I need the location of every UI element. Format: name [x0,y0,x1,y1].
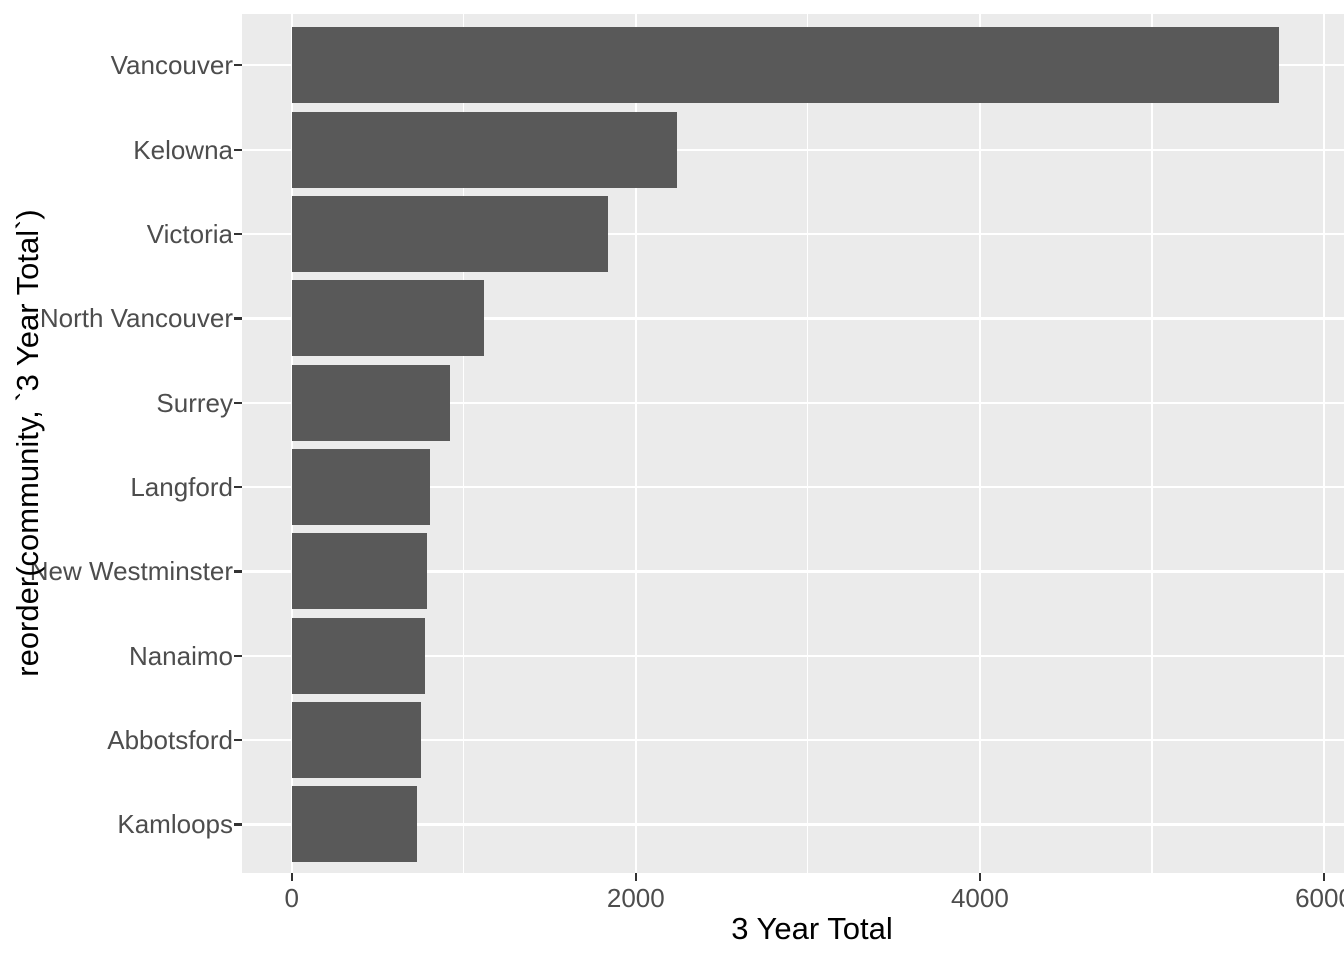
gridline-major-y [242,401,1344,404]
bar-langford [291,449,431,526]
x-tick-label: 2000 [606,883,665,913]
y-tick-label: Surrey [156,387,233,418]
x-tick-mark [1322,873,1326,881]
y-tick-mark [234,486,242,489]
gridline-major-y [242,486,1344,489]
y-tick-mark [234,739,242,742]
bar-victoria [291,196,609,273]
x-tick-label: 0 [284,883,299,913]
bar-abbotsford [291,702,422,779]
x-tick-mark [978,873,981,881]
y-tick-label: Vancouver [110,50,233,81]
y-tick-label: Kelowna [133,134,233,165]
y-tick-mark [234,823,242,826]
y-tick-label: Abbotsford [107,725,233,756]
y-tick-mark [234,401,242,404]
gridline-major-x [290,14,293,873]
gridline-major-y [242,317,1344,320]
y-tick-label: North Vancouver [39,303,233,334]
y-tick-mark [234,317,242,320]
bar-north-vancouver [291,280,485,357]
bar-kamloops [291,786,417,863]
y-tick-mark [234,148,242,151]
y-axis-title: reorder(community, `3 Year Total`) [10,209,45,677]
y-tick-mark [234,570,242,573]
bar-nanaimo [291,617,426,694]
x-tick-mark [634,873,637,881]
y-tick-mark [234,64,242,67]
gridline-minor-x [463,14,465,873]
y-tick-label: Nanaimo [128,640,233,671]
y-tick-label: Langford [130,472,233,503]
gridline-major-x [634,14,637,873]
gridline-major-x [978,14,981,873]
y-tick-label: Kamloops [117,809,233,840]
x-axis-title: 3 Year Total [731,911,893,946]
gridline-minor-x [807,14,809,873]
gridline-major-y [242,739,1344,742]
gridline-major-x [1322,14,1326,873]
bar-surrey [291,364,450,441]
gridline-major-y [242,570,1344,573]
y-tick-mark [234,654,242,657]
gridline-minor-x [1151,14,1153,873]
x-tick-mark [290,873,293,881]
gridline-major-y [242,232,1344,236]
gridline-major-y [242,148,1344,151]
y-tick-mark [234,232,242,236]
x-tick-label: 4000 [950,883,1009,913]
bar-kelowna [291,111,678,188]
x-tick-label: 6000 [1295,883,1344,913]
gridline-major-y [242,654,1344,657]
y-tick-label: New Westminster [29,556,233,587]
bar-vancouver [291,27,1280,104]
gridline-major-y [242,823,1344,826]
bar-new-westminster [291,533,428,610]
y-tick-label: Victoria [146,219,233,250]
